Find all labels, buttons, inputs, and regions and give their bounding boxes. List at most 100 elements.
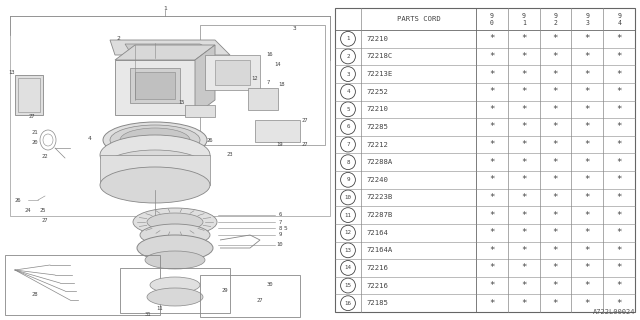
Text: 2: 2	[554, 20, 557, 26]
Text: *: *	[616, 123, 622, 132]
Text: 28: 28	[32, 292, 38, 298]
Text: *: *	[489, 52, 495, 61]
Text: *: *	[489, 123, 495, 132]
Text: 27: 27	[301, 142, 308, 148]
Text: 23: 23	[227, 153, 233, 157]
Text: *: *	[489, 299, 495, 308]
Text: *: *	[584, 34, 590, 43]
Text: 72212: 72212	[366, 141, 388, 148]
Bar	[335, 8, 635, 312]
Text: 72213E: 72213E	[366, 71, 392, 77]
Text: 11: 11	[344, 212, 351, 218]
Text: *: *	[616, 263, 622, 272]
Text: 72164A: 72164A	[366, 247, 392, 253]
Text: 15: 15	[344, 283, 351, 288]
Ellipse shape	[147, 288, 203, 306]
Text: *: *	[521, 193, 527, 202]
Text: 9: 9	[586, 13, 589, 19]
Text: *: *	[553, 158, 558, 167]
Polygon shape	[110, 40, 230, 55]
Text: 1: 1	[163, 5, 167, 11]
Text: *: *	[553, 105, 558, 114]
Text: *: *	[584, 263, 590, 272]
Text: *: *	[553, 140, 558, 149]
Text: 13: 13	[9, 70, 15, 76]
Text: *: *	[553, 175, 558, 184]
Text: 72240: 72240	[366, 177, 388, 183]
Text: *: *	[521, 140, 527, 149]
Text: *: *	[616, 175, 622, 184]
Text: 4: 4	[346, 89, 349, 94]
Ellipse shape	[133, 208, 217, 236]
Text: *: *	[584, 281, 590, 290]
Text: 3: 3	[586, 20, 589, 26]
Text: 6: 6	[346, 124, 349, 129]
Text: *: *	[489, 246, 495, 255]
Text: 25: 25	[40, 207, 46, 212]
Text: *: *	[521, 158, 527, 167]
Bar	[255, 120, 300, 142]
Ellipse shape	[137, 235, 213, 261]
Ellipse shape	[145, 136, 165, 144]
Text: 72252: 72252	[366, 89, 388, 95]
Text: *: *	[584, 246, 590, 255]
Text: 8: 8	[278, 226, 282, 230]
Text: *: *	[521, 211, 527, 220]
Text: 2: 2	[116, 36, 120, 41]
Text: *: *	[584, 228, 590, 237]
Text: 72216: 72216	[366, 283, 388, 289]
Text: *: *	[553, 211, 558, 220]
Text: 9: 9	[490, 13, 494, 19]
Bar	[120, 268, 230, 313]
Text: 16: 16	[267, 52, 273, 58]
Text: *: *	[584, 140, 590, 149]
Bar	[15, 75, 43, 115]
Text: *: *	[584, 69, 590, 79]
Text: *: *	[521, 123, 527, 132]
Text: *: *	[616, 105, 622, 114]
Text: *: *	[521, 105, 527, 114]
Text: *: *	[489, 34, 495, 43]
Text: 16: 16	[344, 301, 351, 306]
Text: 5: 5	[346, 107, 349, 112]
Text: 8: 8	[346, 160, 349, 165]
Text: 3: 3	[346, 72, 349, 76]
Text: 6: 6	[278, 212, 282, 218]
Text: 24: 24	[25, 207, 31, 212]
Text: *: *	[521, 69, 527, 79]
Text: 72210: 72210	[366, 36, 388, 42]
Text: *: *	[489, 87, 495, 96]
Ellipse shape	[150, 277, 200, 293]
Text: 9: 9	[278, 233, 282, 237]
Bar	[200, 275, 300, 317]
Text: 31: 31	[145, 313, 151, 317]
Text: A722L00024: A722L00024	[593, 309, 635, 315]
Text: *: *	[489, 69, 495, 79]
Text: 4: 4	[88, 135, 92, 140]
Text: *: *	[553, 123, 558, 132]
Polygon shape	[100, 155, 210, 185]
Text: *: *	[553, 52, 558, 61]
Text: *: *	[584, 105, 590, 114]
Text: 18: 18	[279, 83, 285, 87]
Text: 72185: 72185	[366, 300, 388, 306]
Text: *: *	[489, 281, 495, 290]
Text: 0: 0	[490, 20, 494, 26]
Text: *: *	[521, 87, 527, 96]
Bar	[200, 25, 325, 145]
Text: 1: 1	[522, 20, 525, 26]
Ellipse shape	[110, 125, 200, 155]
Text: *: *	[616, 69, 622, 79]
Bar	[135, 72, 175, 99]
Text: 20: 20	[32, 140, 38, 145]
Text: *: *	[489, 211, 495, 220]
Text: 72164: 72164	[366, 230, 388, 236]
Text: *: *	[584, 123, 590, 132]
Text: 13: 13	[344, 248, 351, 253]
Text: 10: 10	[344, 195, 351, 200]
Text: *: *	[553, 246, 558, 255]
Text: *: *	[553, 281, 558, 290]
Text: 27: 27	[42, 218, 48, 222]
Text: *: *	[584, 211, 590, 220]
Text: 11: 11	[157, 306, 163, 310]
